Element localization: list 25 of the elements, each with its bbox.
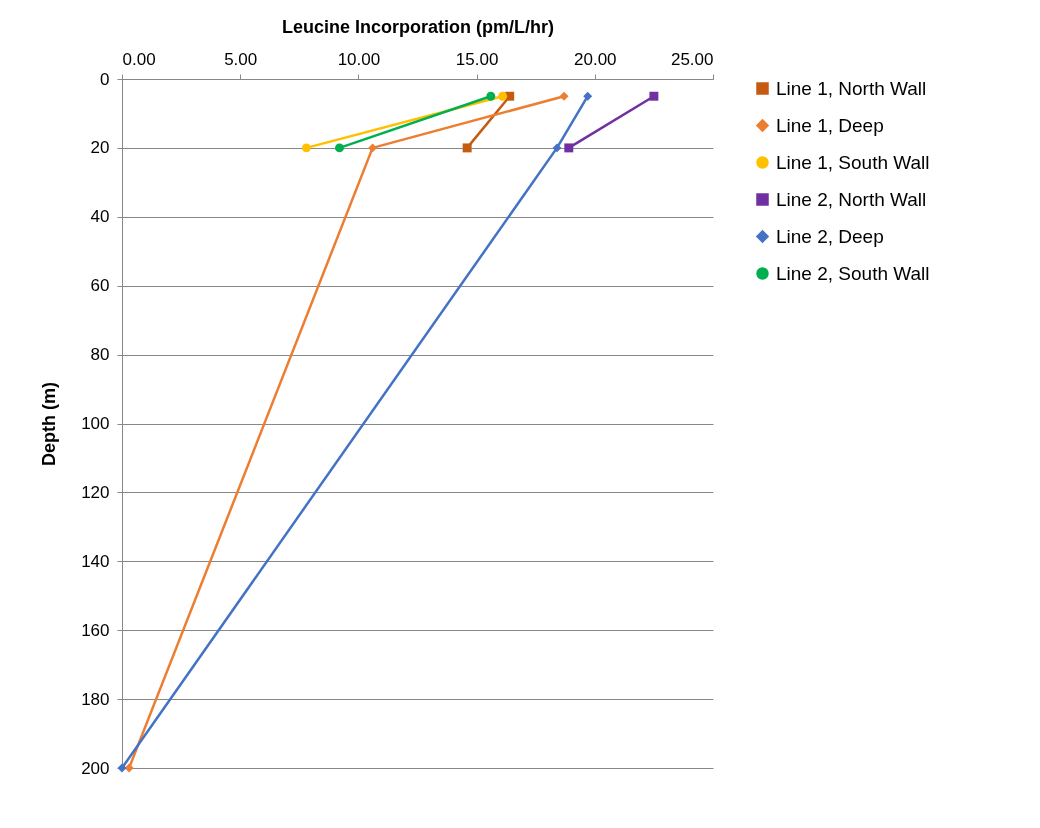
y-tick-label: 20: [90, 138, 110, 158]
y-tick-label: 60: [90, 276, 110, 296]
y-tick-label: 80: [90, 345, 110, 365]
y-tick-label: 180: [81, 689, 110, 709]
y-tick-label: 140: [81, 551, 110, 571]
legend-label: Line 2, Deep: [776, 225, 884, 247]
x-tick-label: 0.00: [122, 49, 156, 69]
x-tick-label: 25.00: [670, 49, 714, 69]
y-tick-label: 160: [81, 620, 110, 640]
legend-label: Line 1, North Wall: [776, 77, 927, 99]
x-tick-label: 15.00: [455, 49, 499, 69]
x-tick-label: 10.00: [337, 49, 381, 69]
legend-label: Line 2, North Wall: [776, 188, 927, 210]
legend-label: Line 2, South Wall: [776, 262, 930, 284]
legend-label: Line 1, Deep: [776, 114, 884, 136]
x-tick-label: 5.00: [224, 49, 258, 69]
x-tick-label: 20.00: [574, 49, 617, 69]
y-tick-label: 100: [81, 414, 110, 433]
y-tick-label: 200: [81, 758, 110, 778]
y-tick-label: 40: [90, 207, 110, 227]
y-tick-label: 120: [81, 482, 110, 502]
x-axis-title: Leucine Incorporation (pm/L/hr): [281, 16, 555, 37]
y-axis-title: Depth (m): [39, 382, 60, 466]
legend-label: Line 1, South Wall: [776, 151, 930, 173]
y-tick-label: 0: [100, 69, 110, 89]
